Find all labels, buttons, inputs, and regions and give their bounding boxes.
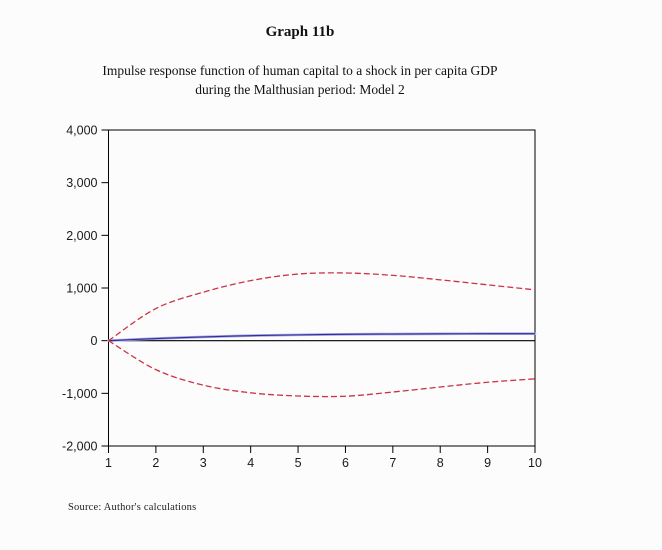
chart-subtitle-line-2: during the Malthusian period: Model 2 bbox=[195, 82, 405, 97]
x-tick-label: 8 bbox=[437, 456, 444, 470]
y-tick-label: -2,000 bbox=[62, 440, 97, 454]
x-tick-label: 4 bbox=[247, 456, 254, 470]
x-tick-label: 2 bbox=[152, 456, 159, 470]
x-tick-label: 1 bbox=[105, 456, 112, 470]
chart-subtitle-line-1: Impulse response function of human capit… bbox=[102, 63, 498, 78]
y-tick-label: 2,000 bbox=[66, 229, 97, 243]
x-tick-label: 3 bbox=[200, 456, 207, 470]
x-tick-label: 7 bbox=[389, 456, 396, 470]
x-tick-label: 10 bbox=[528, 456, 542, 470]
y-tick-label: 4,000 bbox=[66, 124, 97, 138]
lower-band-line bbox=[108, 340, 536, 398]
x-tick-label: 5 bbox=[295, 456, 302, 470]
y-tick-label: -1,000 bbox=[62, 387, 97, 401]
source-note: Source: Author's calculations bbox=[68, 502, 197, 513]
plot-frame bbox=[108, 129, 536, 447]
chart-header: Graph 11b Impulse response function of h… bbox=[0, 24, 600, 99]
y-tick-label: 1,000 bbox=[66, 282, 97, 296]
x-tick-label: 6 bbox=[342, 456, 349, 470]
chart-title: Graph 11b bbox=[265, 24, 335, 40]
response-line bbox=[108, 333, 536, 342]
y-tick-label: 3,000 bbox=[66, 176, 97, 190]
upper-band-line bbox=[108, 272, 536, 342]
y-tick-label: 0 bbox=[91, 334, 98, 348]
x-tick-label: 9 bbox=[484, 456, 491, 470]
